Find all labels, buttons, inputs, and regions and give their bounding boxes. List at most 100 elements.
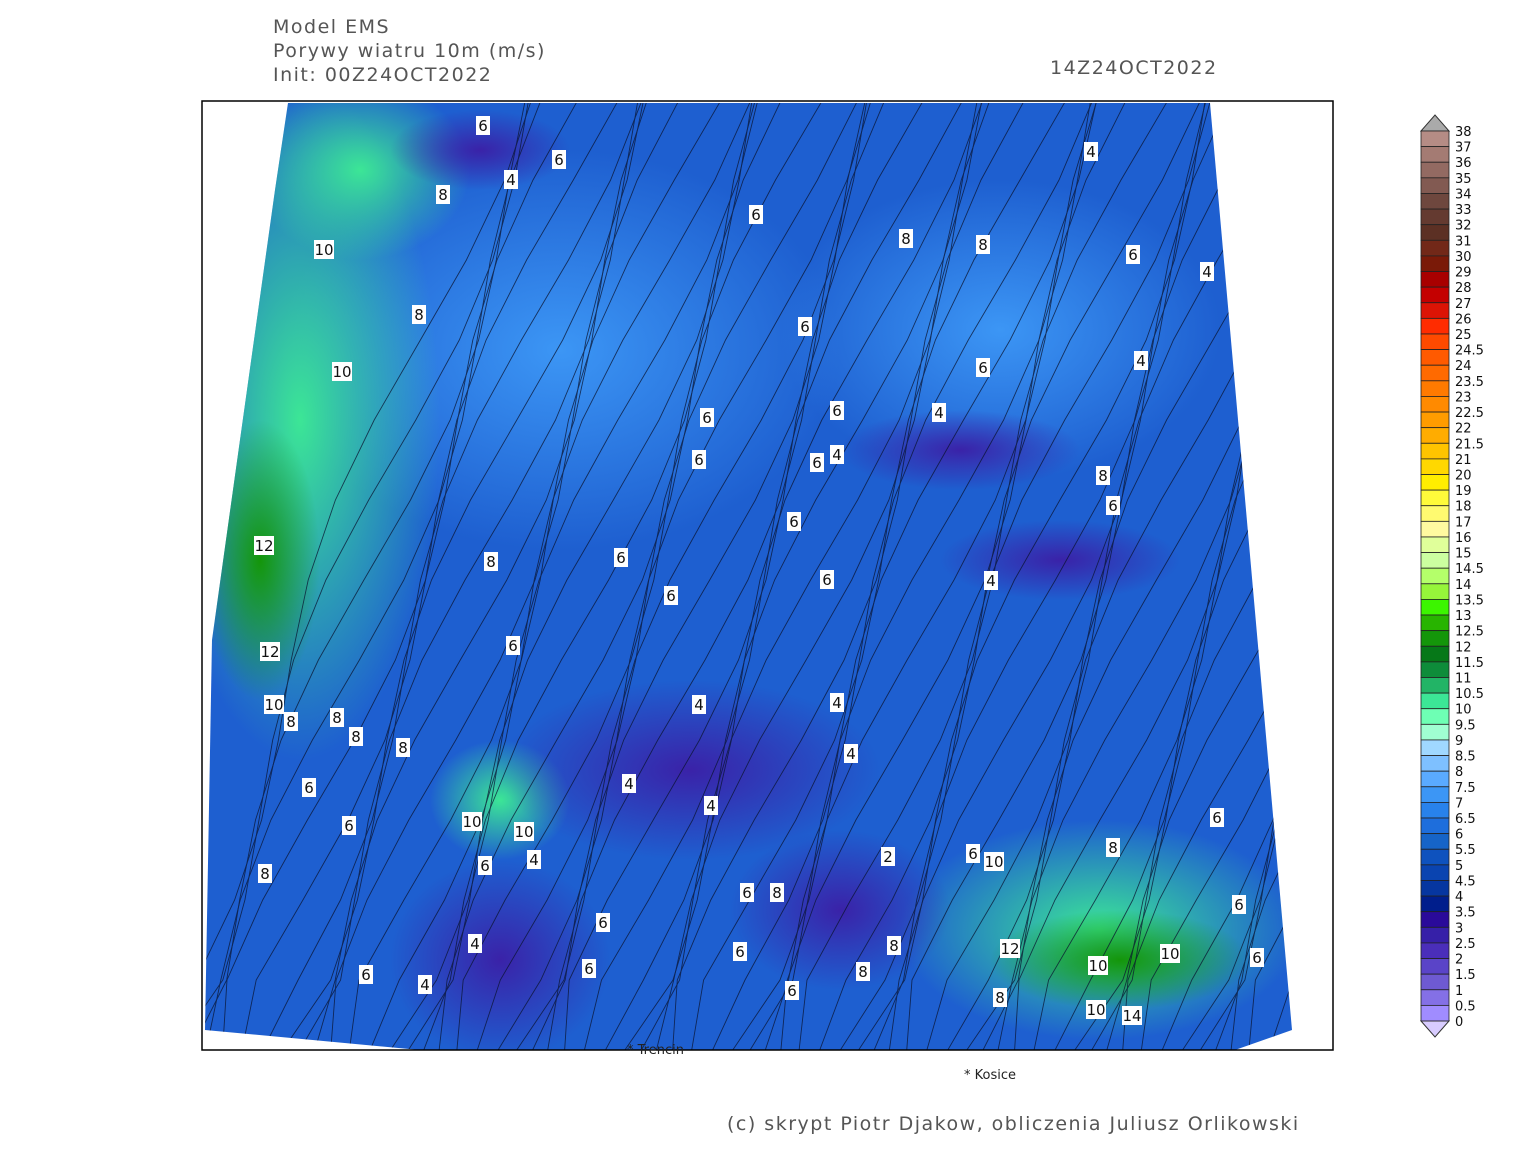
- streamline: [671, 103, 1025, 1050]
- contour-label: 2: [883, 848, 893, 866]
- colorbar-label: 1.5: [1455, 968, 1476, 983]
- contour-label-box: [976, 358, 990, 377]
- colorbar-box: [1420, 864, 1450, 881]
- colorbar-under-triangle: [1419, 1020, 1451, 1038]
- colorbar-label: 36: [1455, 156, 1472, 171]
- colorbar-box: [1420, 989, 1450, 1006]
- contour-label-box: [506, 636, 520, 655]
- contour-label: 8: [286, 713, 296, 731]
- streamline: [545, 103, 886, 1050]
- streamline: [401, 103, 753, 1050]
- colorbar-label: 35: [1455, 172, 1472, 187]
- colorbar-box: [1420, 146, 1450, 163]
- contour-label: 10: [984, 853, 1003, 871]
- contour-label: 6: [480, 857, 490, 875]
- contour-label: 6: [344, 817, 354, 835]
- contour-label-box: [614, 548, 628, 567]
- colorbar-box: [1420, 895, 1450, 913]
- contour-label-box: [1088, 956, 1108, 975]
- contour-label: 8: [772, 884, 782, 902]
- contour-label-box: [484, 552, 498, 571]
- streamline: [205, 103, 530, 1050]
- colorbar-box: [1420, 645, 1450, 663]
- contour-label-box: [966, 844, 980, 863]
- colorbar-label: 2.5: [1455, 937, 1476, 952]
- contour-label-box: [692, 450, 706, 469]
- contour-label-box: [332, 362, 352, 381]
- contour-label-box: [700, 408, 714, 427]
- contour-label-box: [412, 305, 426, 324]
- contour-label-box: [1000, 939, 1020, 958]
- contour-label-box: [844, 744, 858, 763]
- contour-label-box: [1106, 838, 1120, 857]
- contour-label: 6: [742, 884, 752, 902]
- colorbar-box: [1420, 692, 1450, 710]
- colorbar-over-triangle: [1419, 114, 1451, 132]
- contour-label: 6: [616, 549, 626, 567]
- contour-label-box: [302, 778, 316, 797]
- contour-label-box: [1160, 944, 1180, 963]
- colorbar-box: [1420, 364, 1450, 382]
- colorbar-label: 1: [1455, 984, 1463, 999]
- contour-label: 6: [478, 117, 488, 135]
- contour-label: 4: [1136, 352, 1146, 370]
- contour-label-box: [704, 796, 718, 815]
- contour-label: 4: [470, 935, 480, 953]
- colorbar-box: [1420, 333, 1450, 350]
- colorbar-label: 4.5: [1455, 874, 1476, 889]
- streamline: [653, 103, 991, 1050]
- contour-label-box: [468, 934, 482, 953]
- contour-label-box: [976, 235, 990, 254]
- colorbar-label: 13: [1455, 609, 1472, 624]
- contour-label-box: [1232, 895, 1246, 914]
- contour-label-box: [740, 883, 754, 902]
- colorbar-label: 14: [1455, 578, 1472, 593]
- colorbar-box: [1420, 552, 1450, 569]
- valid-time: 14Z24OCT2022: [1050, 57, 1218, 79]
- contour-label: 6: [1252, 949, 1262, 967]
- contour-label-box: [1106, 496, 1120, 515]
- contour-label: 10: [462, 813, 481, 831]
- colorbar-box: [1420, 1004, 1450, 1022]
- contour-label: 6: [1108, 497, 1118, 515]
- contour-label-box: [258, 864, 272, 883]
- contour-label: 4: [846, 745, 856, 763]
- contour-label: 8: [995, 989, 1005, 1007]
- colorbar-label: 8.5: [1455, 750, 1476, 765]
- contour-label: 4: [529, 851, 539, 869]
- streamline: [1103, 103, 1292, 1050]
- contour-label-box: [810, 453, 824, 472]
- colorbar-box: [1420, 427, 1450, 444]
- contour-label: 6: [554, 151, 564, 169]
- colorbar-box: [1420, 755, 1450, 772]
- contour-label-box: [359, 965, 373, 984]
- contour-label-box: [856, 962, 870, 981]
- colorbar-label: 26: [1455, 312, 1472, 327]
- contour-label: 6: [822, 571, 832, 589]
- colorbar-label: 11: [1455, 671, 1472, 686]
- contour-label: 6: [1212, 809, 1222, 827]
- colorbar-box: [1420, 911, 1450, 928]
- colorbar-label: 10.5: [1455, 687, 1484, 702]
- colorbar-box: [1420, 536, 1450, 553]
- colorbar-box: [1420, 193, 1450, 210]
- contour-label: 4: [832, 694, 842, 712]
- colorbar-label: 7.5: [1455, 781, 1476, 796]
- colorbar-label: 24.5: [1455, 344, 1484, 359]
- contour-label-box: [1084, 142, 1098, 161]
- contour-label: 4: [1202, 263, 1212, 281]
- colorbar-label: 23.5: [1455, 375, 1484, 390]
- contour-label-box: [462, 812, 482, 831]
- contour-label: 8: [1098, 467, 1108, 485]
- contour-label: 8: [332, 709, 342, 727]
- colorbar-label: 6: [1455, 828, 1463, 843]
- colorbar-label: 8: [1455, 765, 1463, 780]
- colorbar-box: [1420, 442, 1450, 460]
- colorbar-box: [1420, 208, 1450, 226]
- contour-label: 4: [986, 572, 996, 590]
- contour-label: 12: [260, 643, 279, 661]
- contour-label-box: [1096, 466, 1110, 485]
- contour-label-box: [284, 712, 298, 731]
- colorbar-label: 0: [1455, 1015, 1463, 1030]
- contour-label-box: [932, 403, 946, 422]
